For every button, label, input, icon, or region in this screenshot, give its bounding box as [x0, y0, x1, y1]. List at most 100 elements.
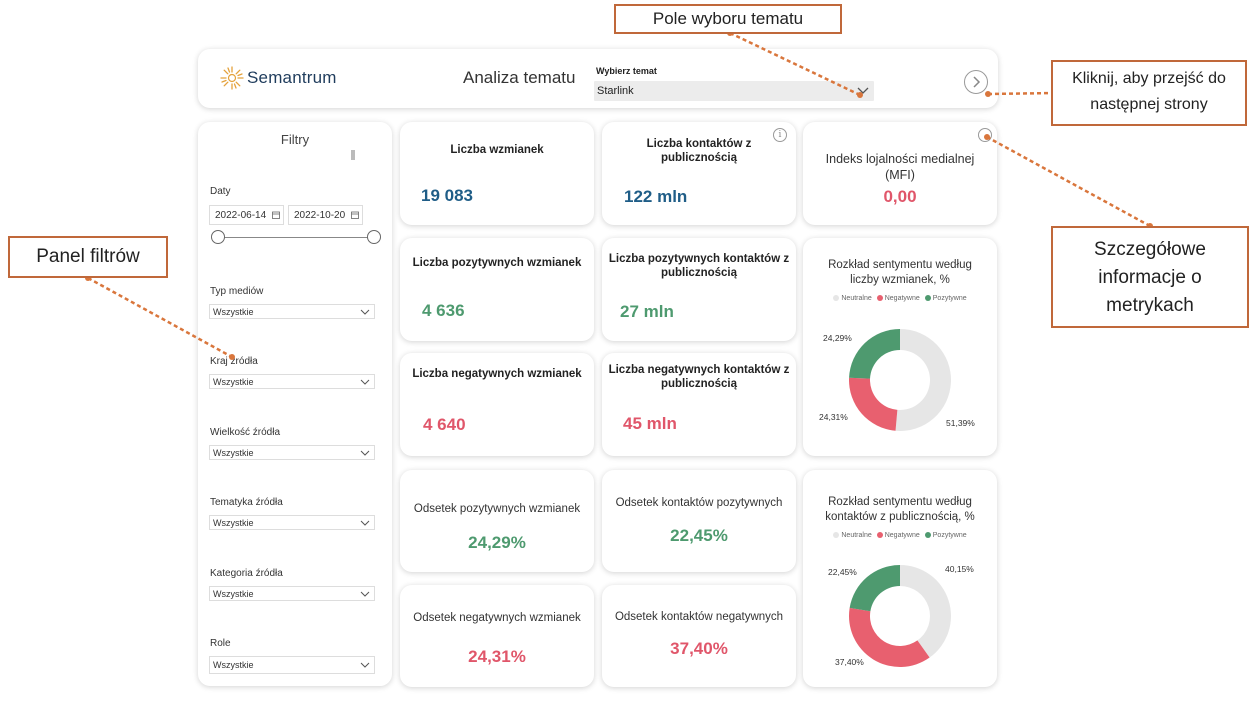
metric-label: Liczba pozytywnych wzmianek — [412, 257, 582, 269]
filters-title: Filtry — [280, 132, 310, 147]
calendar-icon — [351, 211, 359, 219]
date-from-input[interactable]: 2022-06-14 — [209, 205, 284, 225]
filters-panel: Filtry Daty 2022-06-14 2022-10-20 Typ me… — [198, 122, 392, 686]
date-from-value: 2022-06-14 — [215, 209, 267, 221]
source-country-select-value: Wszystkie — [213, 376, 254, 387]
info-icon[interactable]: i — [773, 128, 787, 142]
legend-item: Negatywne — [876, 532, 920, 539]
metric-label: Odsetek negatywnych wzmianek — [413, 612, 581, 624]
legend-item: Neutralne — [833, 532, 872, 539]
donut-slice-neutral[interactable] — [900, 565, 951, 658]
chevron-down-icon — [360, 309, 370, 315]
chevron-down-icon — [360, 591, 370, 597]
metric-card-positive-mentions: Liczba pozytywnych wzmianek 4 636 — [400, 238, 594, 341]
date-range-slider-end-handle[interactable] — [367, 230, 381, 244]
source-category-select[interactable]: Wszystkie — [209, 586, 375, 601]
chevron-down-icon — [360, 520, 370, 526]
date-to-input[interactable]: 2022-10-20 — [288, 205, 363, 225]
metric-value: 4 636 — [422, 301, 465, 320]
filter-label-source-topic: Tematyka źródła — [210, 497, 283, 508]
metric-label: Liczba wzmianek — [450, 144, 544, 156]
page-title: Analiza tematu — [463, 68, 576, 87]
filter-label-source-category: Kategoria źródła — [210, 568, 283, 579]
metric-card-negative-contacts-pct: Odsetek kontaktów negatywnych 37,40% — [602, 585, 796, 687]
metric-card-mentions: Liczba wzmianek 19 083 — [400, 122, 594, 225]
metric-card-positive-mentions-pct: Odsetek pozytywnych wzmianek 24,29% — [400, 470, 594, 572]
date-range-slider-track[interactable] — [218, 237, 374, 238]
metric-value: 4 640 — [423, 415, 466, 434]
metric-card-positive-contacts: Liczba pozytywnych kontaktów z publiczno… — [602, 238, 796, 341]
metric-card-contacts: i Liczba kontaktów z publicznością 122 m… — [602, 122, 796, 225]
source-country-select[interactable]: Wszystkie — [209, 374, 375, 389]
chevron-down-icon — [360, 379, 370, 385]
slice-label-neutral: 51,39% — [946, 418, 975, 428]
metric-value: 22,45% — [670, 526, 728, 545]
filter-label-source-size: Wielkość źródła — [210, 427, 281, 438]
metric-card-negative-mentions-pct: Odsetek negatywnych wzmianek 24,31% — [400, 585, 594, 687]
filter-label-roles: Role — [210, 638, 231, 649]
donut-slice-negative[interactable] — [849, 377, 898, 431]
next-page-button[interactable] — [964, 70, 988, 94]
chart-legend: Neutralne Negatywne Pozytywne — [803, 532, 997, 539]
sun-logo-icon — [220, 66, 244, 90]
metric-value: 27 mln — [620, 302, 674, 321]
roles-select[interactable]: Wszystkie — [209, 656, 375, 674]
metric-label: Odsetek pozytywnych wzmianek — [413, 503, 581, 515]
logo: Semantrum — [220, 66, 337, 90]
chart-legend: Neutralne Negatywne Pozytywne — [803, 295, 997, 302]
legend-item: Pozytywne — [924, 532, 967, 539]
metric-value: 122 mln — [624, 187, 688, 206]
roles-select-value: Wszystkie — [213, 660, 254, 670]
logo-text: Semantrum — [247, 68, 337, 87]
metric-card-positive-contacts-pct: Odsetek kontaktów pozytywnych 22,45% — [602, 470, 796, 572]
sentiment-by-mentions-chart: Rozkład sentymentu według liczby wzmiane… — [803, 238, 997, 456]
donut-slice-positive[interactable] — [849, 329, 900, 379]
donut-slice-neutral[interactable] — [895, 329, 951, 431]
callout-filters-panel: Panel filtrów — [8, 236, 168, 278]
dates-label: Daty — [210, 186, 231, 197]
topic-select-value: Starlink — [597, 85, 634, 97]
chevron-down-icon — [360, 450, 370, 456]
legend-item: Neutralne — [833, 295, 872, 302]
metric-value: 24,29% — [468, 533, 526, 552]
donut-chart — [849, 329, 951, 431]
metric-value: 45 mln — [623, 414, 677, 433]
metric-value: 37,40% — [670, 639, 728, 658]
legend-item: Pozytywne — [924, 295, 967, 302]
media-type-select[interactable]: Wszystkie — [209, 304, 375, 319]
callout-metric-details: Szczegółowe informacje o metrykach — [1051, 226, 1249, 328]
chart-title: Rozkład sentymentu według liczby wzmiane… — [828, 259, 972, 286]
metric-label: Indeks lojalności medialnej (MFI) — [825, 152, 975, 182]
topic-select[interactable]: Starlink — [594, 81, 874, 101]
chevron-down-icon — [857, 87, 869, 94]
slice-label-positive: 22,45% — [828, 567, 857, 577]
date-range-slider-start-handle[interactable] — [211, 230, 225, 244]
date-to-value: 2022-10-20 — [294, 209, 346, 221]
info-icon[interactable] — [978, 128, 992, 142]
calendar-icon — [272, 211, 280, 219]
slice-label-negative: 24,31% — [819, 412, 848, 422]
source-size-select[interactable]: Wszystkie — [209, 445, 375, 460]
filter-label-media-type: Typ mediów — [210, 286, 264, 297]
metric-label: Liczba pozytywnych kontaktów z publiczno… — [608, 253, 790, 279]
metric-value: 0,00 — [883, 187, 917, 206]
metric-card-negative-contacts: Liczba negatywnych kontaktów z publiczno… — [602, 353, 796, 456]
callout-topic-select: Pole wyboru tematu — [614, 4, 842, 34]
metric-label: Odsetek kontaktów pozytywnych — [615, 497, 783, 509]
source-topic-select[interactable]: Wszystkie — [209, 515, 375, 530]
metric-value: 24,31% — [468, 647, 526, 666]
slice-label-negative: 37,40% — [835, 657, 864, 667]
donut-slice-negative[interactable] — [849, 607, 930, 667]
slice-label-positive: 24,29% — [823, 333, 852, 343]
metric-label: Odsetek kontaktów negatywnych — [614, 611, 784, 623]
legend-item: Negatywne — [876, 295, 920, 302]
metric-value: 19 083 — [421, 186, 473, 205]
scrollbar[interactable] — [351, 150, 355, 160]
source-size-select-value: Wszystkie — [213, 447, 254, 458]
chevron-right-icon — [973, 76, 981, 88]
topic-select-label: Wybierz temat — [596, 66, 657, 76]
slice-label-neutral: 40,15% — [945, 564, 974, 574]
metric-label: Liczba negatywnych kontaktów z publiczno… — [608, 364, 790, 390]
donut-slice-positive[interactable] — [849, 565, 900, 612]
header-bar: Semantrum Analiza tematu Wybierz temat S… — [198, 49, 998, 108]
